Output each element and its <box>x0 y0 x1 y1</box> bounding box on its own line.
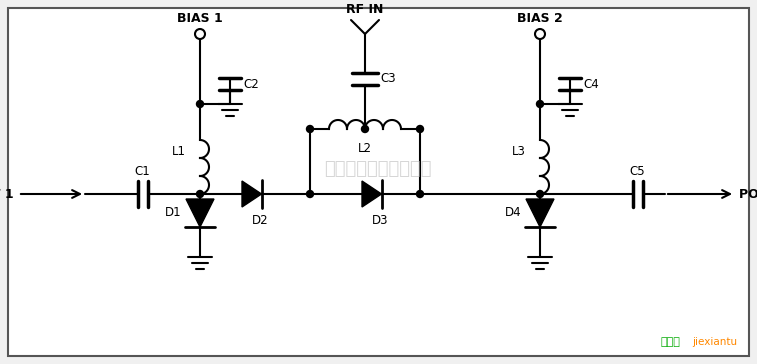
Text: C5: C5 <box>630 165 645 178</box>
Text: PORT 1: PORT 1 <box>0 187 14 201</box>
Text: C1: C1 <box>135 165 151 178</box>
Text: D4: D4 <box>506 206 522 219</box>
Text: C4: C4 <box>583 78 599 91</box>
Polygon shape <box>242 181 261 207</box>
Polygon shape <box>362 181 382 207</box>
Text: jiexiantu: jiexiantu <box>693 337 737 347</box>
Text: D3: D3 <box>372 214 388 227</box>
Text: L1: L1 <box>172 145 186 158</box>
Text: 杭州将睿科技有限公司: 杭州将睿科技有限公司 <box>324 160 431 178</box>
Circle shape <box>537 190 544 198</box>
Text: C3: C3 <box>380 72 396 86</box>
Polygon shape <box>526 199 554 227</box>
FancyBboxPatch shape <box>8 8 749 356</box>
Polygon shape <box>186 199 214 227</box>
Circle shape <box>362 126 369 132</box>
Text: BIAS 1: BIAS 1 <box>177 12 223 25</box>
Text: D1: D1 <box>165 206 182 219</box>
Circle shape <box>307 126 313 132</box>
Circle shape <box>537 100 544 107</box>
Circle shape <box>307 190 313 198</box>
Circle shape <box>416 126 423 132</box>
Text: RF IN: RF IN <box>346 3 384 16</box>
Text: L3: L3 <box>512 145 526 158</box>
Text: C2: C2 <box>243 78 259 91</box>
Text: PORT 2: PORT 2 <box>739 187 757 201</box>
Circle shape <box>416 190 423 198</box>
Circle shape <box>197 100 204 107</box>
Circle shape <box>197 190 204 198</box>
Text: BIAS 2: BIAS 2 <box>517 12 563 25</box>
Text: D2: D2 <box>251 214 268 227</box>
Text: L2: L2 <box>358 142 372 155</box>
Text: 接线图: 接线图 <box>660 337 680 347</box>
